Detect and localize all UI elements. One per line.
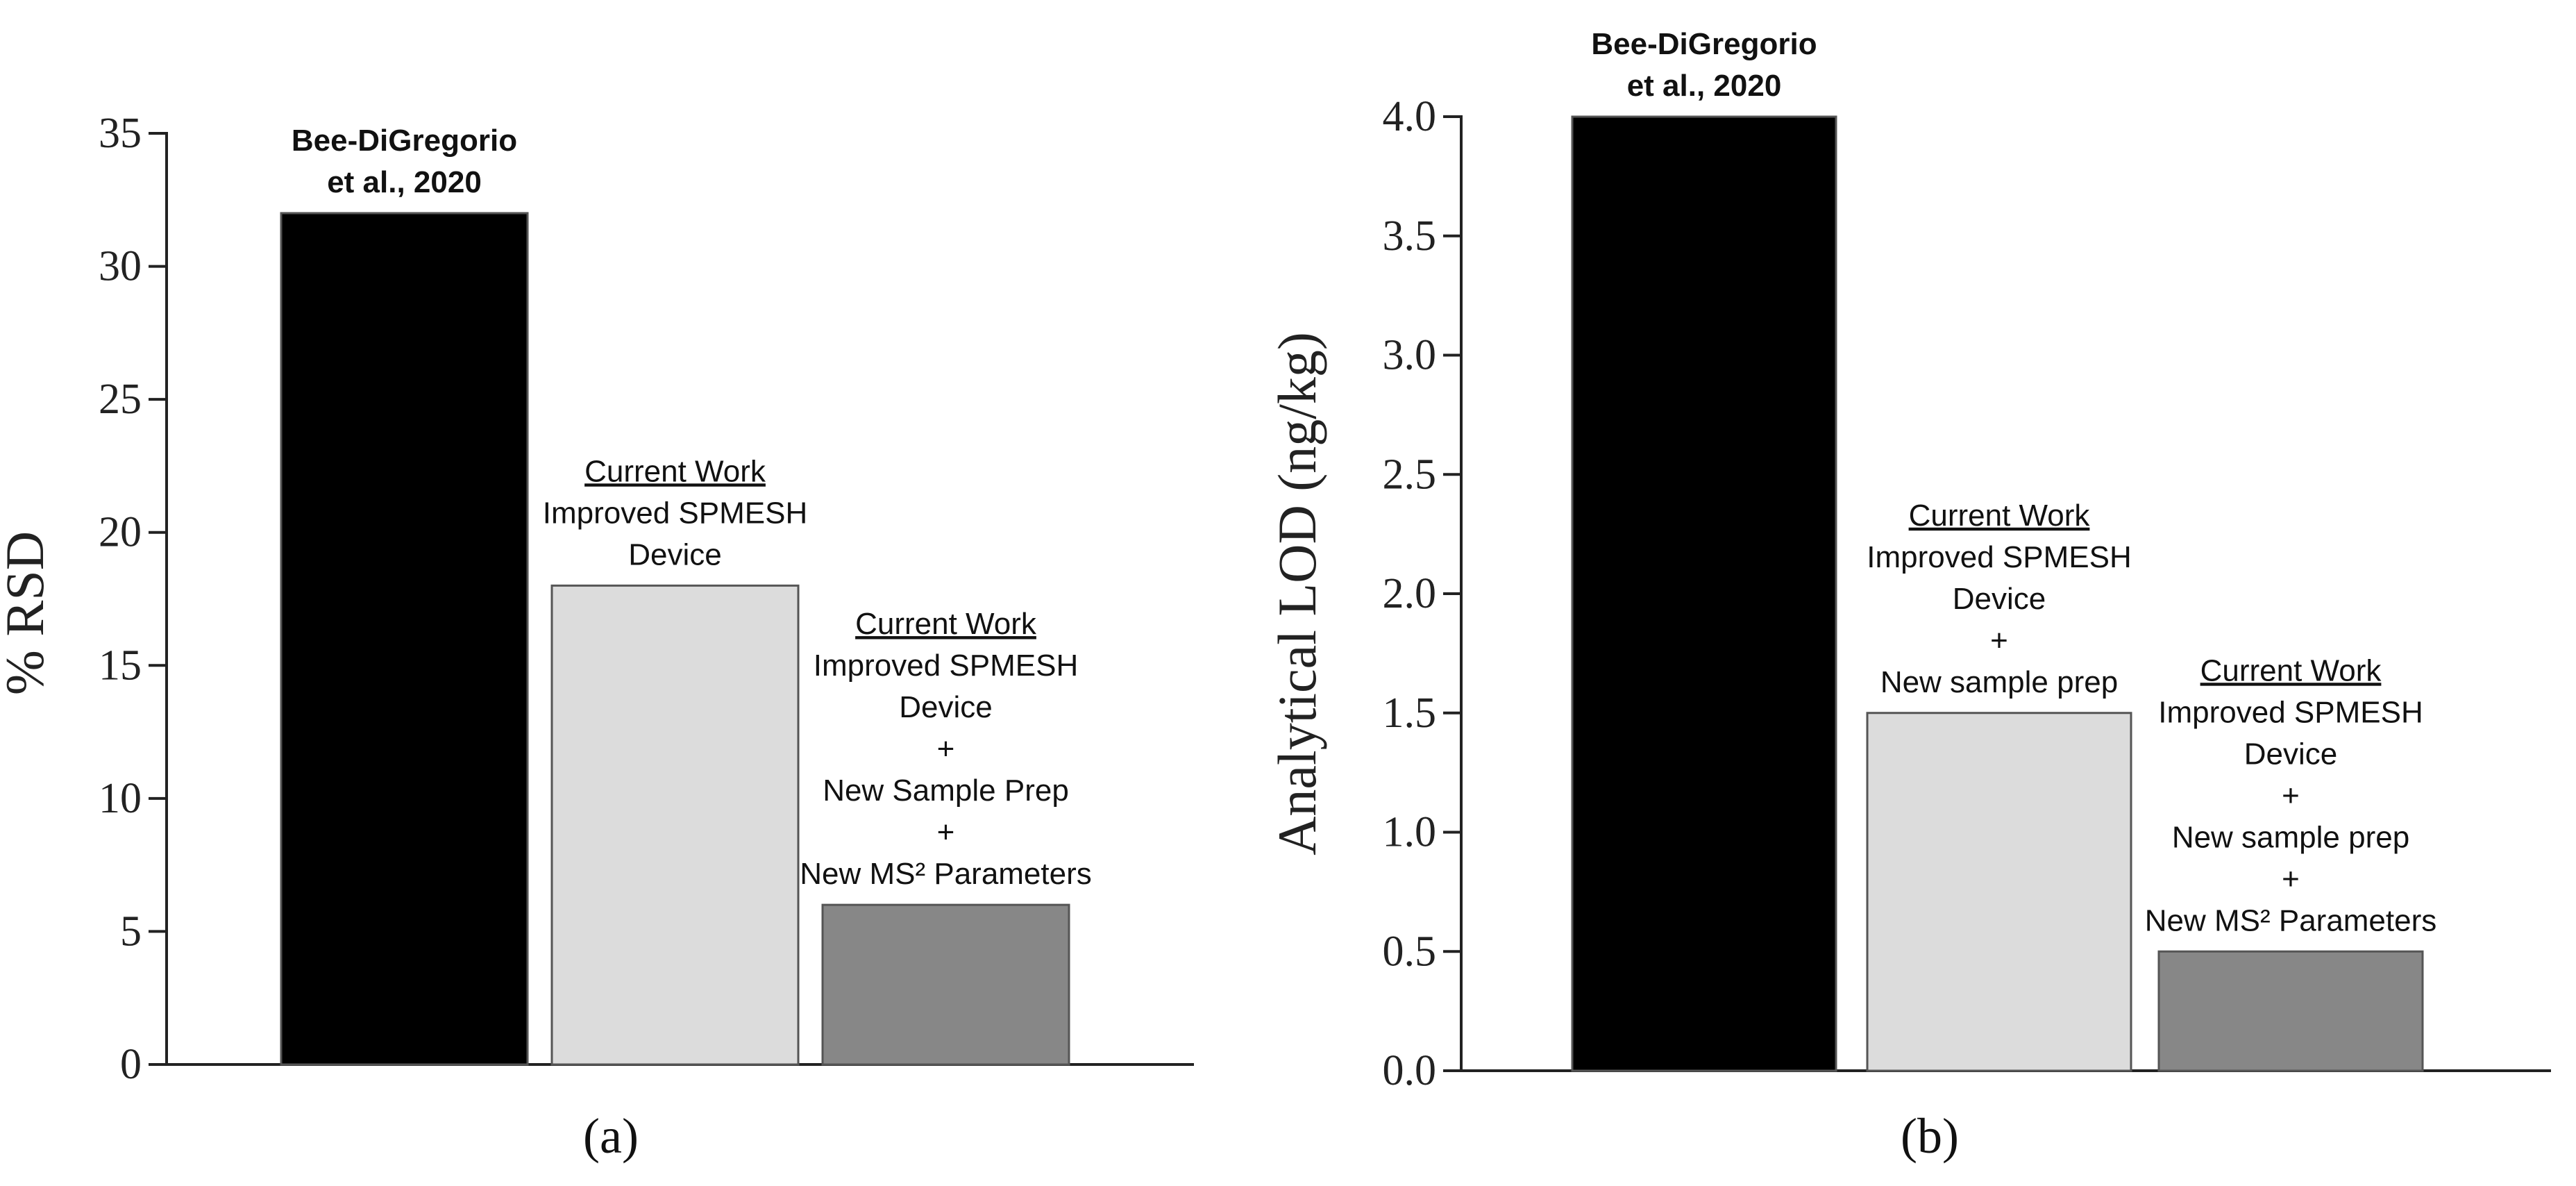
bar-label-line: et al., 2020: [327, 165, 482, 199]
bar-label-line: et al., 2020: [1627, 69, 1782, 103]
bar-label-heading: Current Work: [855, 607, 1037, 641]
panel-label: (b): [1901, 1108, 1959, 1164]
y-tick-label: 0.5: [1383, 928, 1437, 975]
bar-label-line: Improved SPMESH: [814, 649, 1078, 683]
y-tick-label: 4.0: [1383, 93, 1437, 140]
bar-label-line: Bee-DiGregorio: [292, 124, 517, 158]
bar-label-line: Device: [2244, 737, 2338, 771]
bar-label-line: Improved SPMESH: [1867, 540, 2131, 574]
y-tick-label: 5: [120, 908, 142, 955]
y-tick-label: 10: [99, 775, 142, 822]
bar: [550, 584, 800, 1066]
y-tick-label: 2.5: [1383, 451, 1437, 498]
bar-label-heading: Current Work: [2200, 653, 2382, 687]
panel-a-chart: 0 5 10 15 20 25 30 35 % RSD Bee-DiGregorio et al.,…: [0, 110, 1194, 1164]
y-tick-label: 15: [99, 642, 142, 689]
y-tick-label: 20: [99, 509, 142, 556]
panel-label: (a): [583, 1108, 639, 1164]
panel-b-chart: 0.0 0.5 1.0 1.5 2.0 2.5 3.0 3.5 4.0 Analytical LO…: [1267, 27, 2551, 1164]
bar-label-line: Improved SPMESH: [543, 496, 807, 530]
bar: [2157, 950, 2424, 1072]
bar-label-line: New MS² Parameters: [2145, 903, 2437, 937]
bar-label-line: +: [2282, 778, 2300, 812]
bar-label-line: Bee-DiGregorio: [1591, 27, 1817, 61]
bar: [1571, 115, 1837, 1072]
y-tick-label: 30: [99, 243, 142, 290]
bar-label-line: New sample prep: [1880, 665, 2118, 699]
bar-label-heading: Current Work: [1909, 499, 2091, 533]
bar: [1866, 712, 2132, 1072]
bar: [821, 903, 1070, 1066]
y-tick-label: 1.0: [1383, 809, 1437, 856]
y-tick-label: 0.0: [1383, 1047, 1437, 1094]
bar-label-line: +: [937, 815, 955, 849]
y-tick-label: 3.0: [1383, 332, 1437, 379]
y-tick-label: 25: [99, 376, 142, 423]
bar-label-line: New MS² Parameters: [800, 857, 1092, 891]
y-tick-label: 1.5: [1383, 690, 1437, 737]
y-tick-label: 35: [99, 110, 142, 157]
bar-label-heading: Current Work: [584, 454, 766, 488]
y-axis-title: Analytical LOD (ng/kg): [1267, 332, 1327, 855]
bar-label-line: New Sample Prep: [823, 774, 1069, 808]
y-tick-label: 0: [120, 1041, 142, 1088]
y-axis-title: % RSD: [0, 531, 55, 695]
y-tick-label: 3.5: [1383, 212, 1437, 260]
bar-label-line: Device: [628, 537, 722, 571]
y-tick-label: 2.0: [1383, 570, 1437, 617]
bar: [280, 212, 529, 1066]
bar-label-line: +: [2282, 862, 2300, 896]
bar-label-line: Device: [1953, 582, 2046, 616]
bar-label-line: +: [1990, 624, 2008, 658]
bar-label-line: Improved SPMESH: [2158, 695, 2423, 729]
bar-label-line: +: [937, 732, 955, 766]
bar-label-line: Device: [899, 690, 993, 724]
bar-label-line: New sample prep: [2172, 820, 2409, 854]
